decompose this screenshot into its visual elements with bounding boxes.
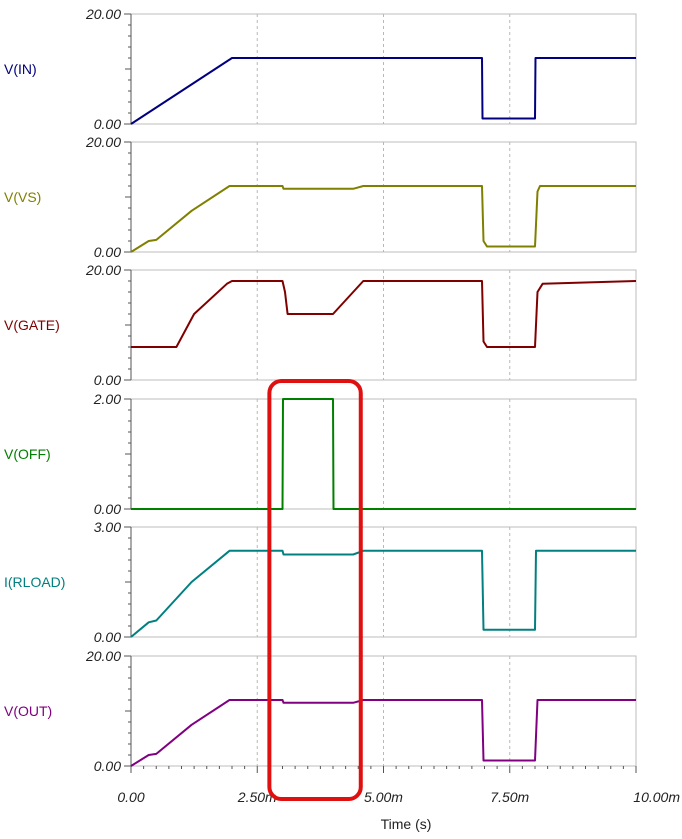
plot-panel-2: 20.00 0.00 V(GATE) <box>4 262 637 388</box>
waveform-4 <box>130 549 636 638</box>
waveform-2 <box>131 280 637 348</box>
y-tick-label-bottom: 0.00 <box>94 758 121 774</box>
signal-label: V(OFF) <box>4 446 51 462</box>
y-tick-label-top: 2.00 <box>93 391 121 407</box>
y-tick-label-top: 20.00 <box>85 648 121 664</box>
x-tick-label: 7.50m <box>490 789 529 805</box>
plot-panel-0: 20.00 0.00 V(IN) <box>4 6 637 132</box>
waveform-0 <box>130 57 636 125</box>
x-axis-title: Time (s) <box>381 816 432 832</box>
y-tick-label-top: 20.00 <box>85 6 121 22</box>
signal-label: V(IN) <box>4 61 37 77</box>
y-tick-label-top: 20.00 <box>85 134 121 150</box>
x-tick-label: 10.00m <box>633 789 680 805</box>
plot-panel-3: 2.00 0.00 V(OFF) <box>4 391 637 517</box>
y-tick-label-bottom: 0.00 <box>94 372 121 388</box>
y-tick-label-bottom: 0.00 <box>94 501 121 517</box>
waveform-1 <box>130 185 636 253</box>
plot-panel-1: 20.00 0.00 V(VS) <box>4 134 637 260</box>
waveform-5 <box>130 699 636 767</box>
highlight-box <box>267 379 363 801</box>
y-tick-label-bottom: 0.00 <box>94 116 121 132</box>
y-tick-label-bottom: 0.00 <box>94 244 121 260</box>
y-tick-label-bottom: 0.00 <box>94 629 121 645</box>
x-tick-label: 2.50m <box>237 789 277 805</box>
plot-panel-5: 20.00 0.00 V(OUT) <box>4 648 637 774</box>
plot-panel-4: 3.00 0.00 I(RLOAD) <box>4 519 637 645</box>
x-tick-label: 5.00m <box>364 789 403 805</box>
signal-label: V(GATE) <box>4 317 60 333</box>
signal-label: V(VS) <box>4 189 41 205</box>
signal-label: I(RLOAD) <box>4 574 65 590</box>
signal-label: V(OUT) <box>4 703 52 719</box>
waveform-3 <box>131 398 636 510</box>
y-tick-label-top: 20.00 <box>85 262 121 278</box>
y-tick-label-top: 3.00 <box>94 519 121 535</box>
x-tick-label: 0.00 <box>117 789 144 805</box>
